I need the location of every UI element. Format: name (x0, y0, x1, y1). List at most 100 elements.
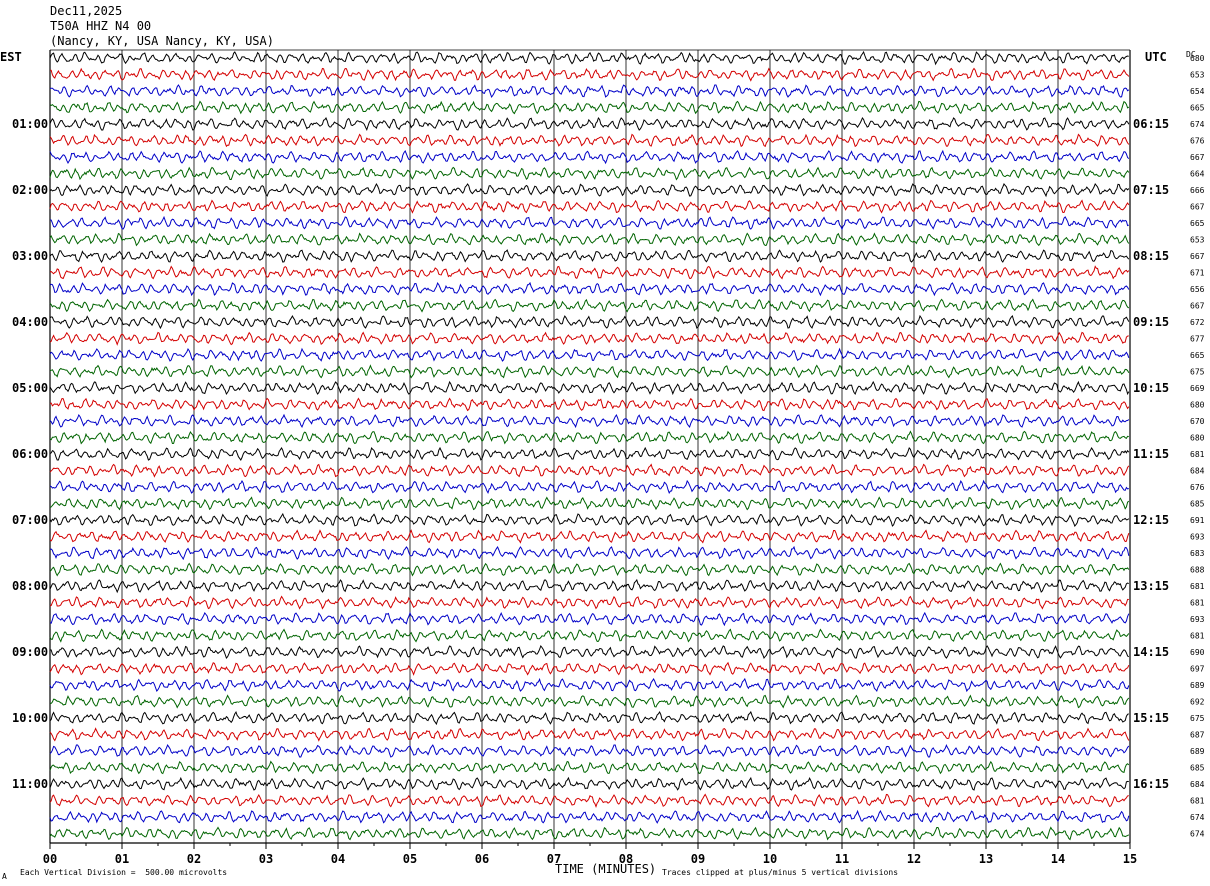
dc-offset-value: 674 (1190, 830, 1205, 839)
x-tick-label: 05 (403, 852, 417, 866)
dc-offset-value: 664 (1190, 170, 1205, 179)
dc-offset-value: 689 (1190, 747, 1205, 756)
trace-line (49, 446, 1130, 461)
utc-hour-label: 15:15 (1133, 711, 1169, 725)
dc-offset-value: 669 (1190, 384, 1205, 393)
x-tick-label: 10 (763, 852, 777, 866)
est-hour-label: 07:00 (12, 513, 48, 527)
utc-hour-label: 06:15 (1133, 117, 1169, 131)
trace-line (49, 199, 1130, 214)
est-hour-label: 01:00 (12, 117, 48, 131)
x-tick-label: 15 (1123, 852, 1137, 866)
dc-column-label: DC (1186, 50, 1196, 59)
header-date: Dec11,2025 (50, 4, 123, 18)
utc-hour-label: 16:15 (1133, 777, 1169, 791)
trace-line (49, 116, 1130, 132)
trace-line (49, 364, 1130, 379)
trace-line (49, 67, 1130, 82)
grid-lines (49, 49, 1131, 849)
trace-line (49, 826, 1130, 841)
trace-line (49, 133, 1130, 148)
trace-line (49, 562, 1130, 577)
trace-line (49, 84, 1130, 99)
trace-line (49, 744, 1130, 758)
dc-offset-value: 676 (1190, 483, 1205, 492)
trace-line (49, 314, 1130, 330)
trace-line (49, 545, 1130, 561)
dc-offset-value: 681 (1190, 797, 1205, 806)
x-tick-label: 00 (43, 852, 57, 866)
dc-offset-value: 692 (1190, 698, 1205, 707)
trace-line (49, 413, 1130, 429)
dc-offset-value: 680 (1190, 54, 1205, 63)
dc-offset-labels: 680 653 654 665 674 676 667 664 666 667 665 653 667 6… (1190, 54, 1205, 839)
dc-offset-value: 674 (1190, 120, 1205, 129)
trace-line (49, 710, 1129, 726)
dc-offset-value: 667 (1190, 153, 1205, 162)
utc-hour-labels: 06:15 07:15 08:15 09:15 10:15 11:15 12:15 13:15… (1133, 117, 1169, 791)
trace-line (49, 776, 1129, 791)
trace-line (49, 809, 1130, 824)
trace-line (49, 397, 1130, 412)
scale-note: Each Vertical Division = 500.00 microvol… (20, 868, 228, 877)
dc-offset-value: 665 (1190, 104, 1205, 113)
header-station: T50A HHZ N4 00 (50, 19, 152, 33)
dc-offset-value: 671 (1190, 269, 1205, 278)
trace-line (49, 512, 1130, 527)
trace-line (49, 249, 1130, 264)
dc-offset-value: 653 (1190, 71, 1205, 80)
dc-offset-value: 680 (1190, 434, 1205, 443)
clip-note: Traces clipped at plus/minus 5 vertical … (662, 868, 899, 877)
trace-line (49, 380, 1130, 396)
est-hour-label: 08:00 (12, 579, 48, 593)
trace-line (49, 265, 1130, 280)
dc-offset-value: 666 (1190, 186, 1205, 195)
x-tick-label: 01 (115, 852, 129, 866)
trace-line (49, 677, 1130, 693)
est-hour-label: 09:00 (12, 645, 48, 659)
x-tick-label: 07 (547, 852, 561, 866)
x-tick-label: 09 (691, 852, 705, 866)
dc-offset-value: 684 (1190, 467, 1205, 476)
header-location: (Nancy, KY, USA Nancy, KY, USA) (50, 34, 274, 48)
dc-offset-value: 681 (1190, 582, 1205, 591)
trace-line (49, 496, 1130, 511)
dc-offset-value: 670 (1190, 417, 1205, 426)
est-hour-label: 04:00 (12, 315, 48, 329)
dc-offset-value: 697 (1190, 665, 1205, 674)
corner-mark: A (2, 872, 7, 881)
est-hour-label: 03:00 (12, 249, 48, 263)
dc-offset-value: 693 (1190, 533, 1205, 542)
utc-hour-label: 11:15 (1133, 447, 1169, 461)
utc-hour-label: 08:15 (1133, 249, 1169, 263)
dc-offset-value: 667 (1190, 252, 1205, 261)
x-axis-title: TIME (MINUTES) (555, 862, 657, 876)
x-tick-label: 03 (259, 852, 273, 866)
dc-offset-value: 683 (1190, 549, 1205, 558)
trace-line (49, 331, 1129, 346)
dc-offset-value: 656 (1190, 285, 1205, 294)
dc-offset-value: 688 (1190, 566, 1205, 575)
dc-offset-value: 667 (1190, 302, 1205, 311)
est-hour-label: 10:00 (12, 711, 48, 725)
dc-offset-value: 672 (1190, 318, 1205, 327)
dc-offset-value: 691 (1190, 516, 1205, 525)
dc-offset-value: 681 (1190, 450, 1205, 459)
est-hour-label: 02:00 (12, 183, 48, 197)
trace-line (49, 281, 1130, 297)
x-tick-label: 08 (619, 852, 633, 866)
trace-line (49, 661, 1130, 676)
utc-hour-label: 10:15 (1133, 381, 1169, 395)
est-hour-labels: 01:00 02:00 03:00 04:00 05:00 06:00 07:00 08:00… (12, 117, 48, 791)
dc-offset-value: 681 (1190, 632, 1205, 641)
dc-offset-value: 674 (1190, 813, 1205, 822)
est-hour-label: 11:00 (12, 777, 48, 791)
utc-hour-label: 07:15 (1133, 183, 1169, 197)
dc-offset-value: 689 (1190, 681, 1205, 690)
x-tick-label: 04 (331, 852, 345, 866)
dc-offset-value: 654 (1190, 87, 1205, 96)
utc-hour-label: 09:15 (1133, 315, 1169, 329)
trace-line (49, 100, 1130, 115)
trace-line (49, 463, 1130, 478)
